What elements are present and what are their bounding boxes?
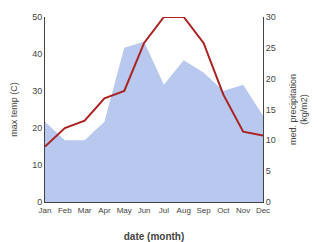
svg-text:15: 15 bbox=[266, 105, 276, 115]
svg-text:Jan: Jan bbox=[39, 206, 52, 215]
svg-text:Jul: Jul bbox=[159, 206, 169, 215]
svg-text:Feb: Feb bbox=[58, 206, 72, 215]
svg-text:20: 20 bbox=[266, 74, 276, 84]
svg-text:Apr: Apr bbox=[98, 206, 111, 215]
svg-text:5: 5 bbox=[266, 166, 271, 176]
svg-text:Nov: Nov bbox=[236, 206, 250, 215]
svg-text:30: 30 bbox=[266, 12, 276, 22]
svg-text:Aug: Aug bbox=[177, 206, 191, 215]
svg-text:Oct: Oct bbox=[217, 206, 230, 215]
svg-text:10: 10 bbox=[266, 135, 276, 145]
svg-text:50: 50 bbox=[32, 12, 42, 22]
svg-text:10: 10 bbox=[32, 160, 42, 170]
svg-text:max temp (C): max temp (C) bbox=[9, 82, 19, 137]
svg-text:20: 20 bbox=[32, 123, 42, 133]
svg-text:30: 30 bbox=[32, 86, 42, 96]
svg-text:date (month): date (month) bbox=[124, 231, 185, 242]
svg-text:25: 25 bbox=[266, 43, 276, 53]
svg-text:Dec: Dec bbox=[256, 206, 270, 215]
svg-text:Mar: Mar bbox=[78, 206, 92, 215]
svg-text:40: 40 bbox=[32, 49, 42, 59]
svg-text:med. precipitation(kg/m2): med. precipitation(kg/m2) bbox=[288, 74, 310, 145]
svg-text:Jun: Jun bbox=[138, 206, 151, 215]
svg-text:May: May bbox=[117, 206, 132, 215]
svg-text:0: 0 bbox=[266, 197, 271, 207]
svg-text:Sep: Sep bbox=[196, 206, 211, 215]
svg-text:0: 0 bbox=[37, 197, 42, 207]
